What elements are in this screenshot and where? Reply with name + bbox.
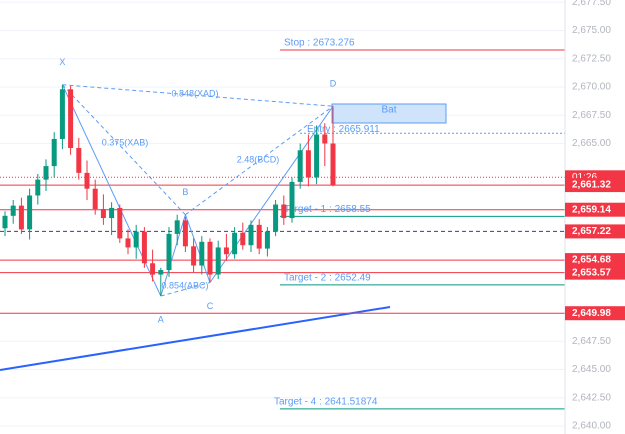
ratio-label: 0.848(XAD): [171, 88, 218, 98]
y-tick-label: 2,667.50: [572, 110, 611, 121]
price-axis: 2,677.50 2,675.00 2,672.50 2,670.00 2,667.50…: [565, 0, 625, 432]
candle-body: [240, 232, 246, 246]
candle-body: [223, 247, 229, 255]
level-box: [565, 202, 625, 217]
candle-body: [150, 263, 156, 275]
candle-body: [297, 150, 303, 182]
level-label: 2,659.14: [572, 204, 611, 215]
candle-body: [215, 247, 221, 275]
y-tick-label: 2,665.00: [572, 138, 611, 149]
candle-body: [191, 246, 197, 266]
level-label: 2,654.68: [572, 255, 611, 266]
y-tick-label: 2,645.00: [572, 364, 611, 375]
target-label: Target - 2 : 2652.49: [284, 272, 371, 283]
pattern-ratio-line: [62, 84, 334, 107]
candle-body: [43, 166, 49, 180]
ratio-label: 0.854(ABC): [161, 280, 208, 290]
pattern-ratio-line: [62, 84, 186, 216]
level-label: 2,657.22: [572, 226, 611, 237]
pattern-box: [331, 103, 447, 124]
candle-body: [35, 179, 41, 196]
target-label: Target - 4 : 2641.51874: [274, 396, 378, 407]
candle-body: [281, 204, 287, 219]
candle-body: [68, 89, 74, 149]
candle-body: [59, 89, 65, 139]
candle-body: [27, 195, 33, 230]
candle-body: [51, 138, 57, 167]
level-box: [565, 306, 625, 321]
y-tick-label: 2,672.50: [572, 53, 611, 64]
candle-body: [314, 134, 320, 178]
pattern-point-label: X: [59, 57, 65, 67]
candle-body: [322, 134, 328, 144]
candle-body: [248, 224, 254, 246]
pattern-leg: [184, 214, 211, 283]
candle-body: [256, 224, 262, 249]
candle-body: [174, 220, 180, 234]
pattern-point-label: D: [330, 79, 337, 89]
candle-body: [125, 238, 131, 248]
candle-body: [117, 207, 123, 239]
pattern-ratio-line: [185, 105, 334, 216]
pattern-leg: [160, 214, 186, 297]
level-label: 2,653.57: [572, 267, 611, 278]
pattern-leg: [209, 105, 334, 283]
candle-body: [141, 231, 147, 264]
level-box: [565, 253, 625, 268]
candle-body: [166, 233, 172, 271]
y-tick-label: 2,640.00: [572, 421, 611, 432]
level-label: 2,661.32: [572, 180, 611, 191]
candle-body: [133, 231, 139, 248]
y-tick-label: 2,677.50: [572, 0, 611, 8]
ratio-label: 0.375(XAB): [102, 137, 149, 147]
candle-body: [289, 181, 295, 219]
candle-body: [305, 150, 311, 178]
candle-body: [182, 220, 188, 247]
y-tick-label: 2,670.00: [572, 82, 611, 93]
candle-body: [18, 205, 24, 230]
candle-body: [207, 241, 213, 275]
candle-body: [2, 215, 8, 229]
ratio-label: 2.48(BCD): [237, 154, 280, 164]
target-label: Stop : 2673.276: [284, 38, 355, 49]
y-tick-label: 2,642.50: [572, 392, 611, 403]
candle-body: [199, 241, 205, 266]
level-box: [565, 265, 625, 280]
pattern-name: Bat: [381, 105, 396, 116]
candle-body: [84, 172, 90, 189]
pattern-ratio-line: [160, 281, 211, 297]
candle-body: [100, 209, 106, 219]
candle-body: [109, 207, 115, 219]
pattern-point-label: B: [182, 187, 188, 197]
level-label: 2,649.98: [572, 308, 611, 319]
candle-body: [76, 148, 82, 173]
candle-body: [158, 270, 164, 275]
y-tick-label: 2,675.00: [572, 25, 611, 36]
level-box: [565, 224, 625, 239]
candle-body: [330, 143, 336, 186]
plot: Stop : 2673.276 Target - 1 : 2658.55 Targe…: [0, 38, 565, 410]
candle-body: [92, 188, 98, 210]
y-tick-label: 2,647.50: [572, 336, 611, 347]
candle-body: [232, 232, 238, 255]
pattern-point-label: A: [158, 314, 164, 324]
trend-line: [0, 306, 391, 371]
pattern-point-label: C: [207, 301, 214, 311]
candle-body: [264, 231, 270, 249]
entry-label: Entry : 2665.911: [307, 124, 380, 135]
target-label: Target - 1 : 2658.55: [284, 204, 371, 215]
countdown: 01:26: [572, 172, 597, 183]
level-box: [565, 178, 625, 193]
candle-body: [273, 204, 279, 232]
candle-body: [10, 205, 16, 216]
